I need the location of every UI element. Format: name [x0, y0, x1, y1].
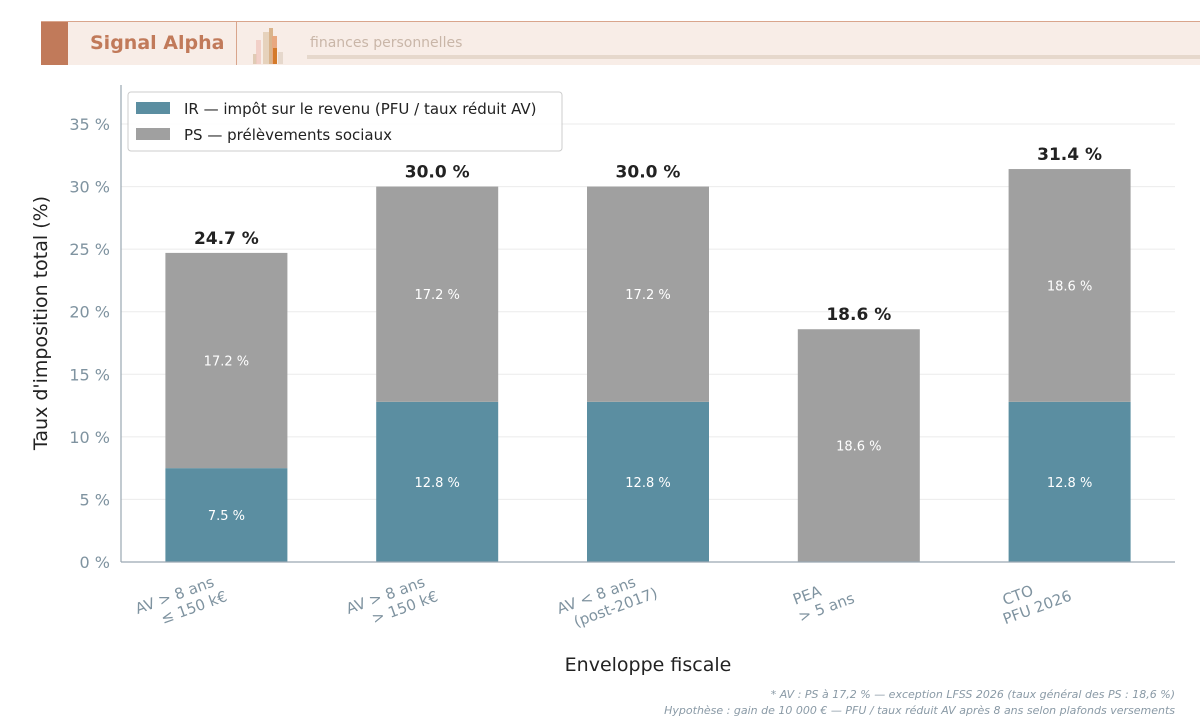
legend-swatch-ir: [136, 102, 170, 114]
bar-value-label: 17.2 %: [414, 288, 459, 303]
bar-value-label: 17.2 %: [625, 288, 670, 303]
bar-value-label: 12.8 %: [414, 476, 459, 491]
x-tick-label: CTOPFU 2026: [994, 570, 1074, 628]
bar-segment-ps: [376, 186, 499, 402]
y-tick-label: 5 %: [80, 490, 110, 509]
y-tick-label: 30 %: [69, 178, 110, 197]
bar-segment-ps: [797, 329, 920, 562]
legend-swatch-ps: [136, 128, 170, 140]
bar-total-label: 30.0 %: [616, 163, 681, 183]
legend-label-ir: IR — impôt sur le revenu (PFU / taux réd…: [184, 100, 537, 118]
y-tick-label: 25 %: [69, 240, 110, 259]
bar-total-label: 24.7 %: [194, 229, 259, 249]
y-tick-label: 35 %: [69, 115, 110, 134]
bar-value-label: 17.2 %: [204, 355, 249, 370]
x-tick-label: AV > 8 ans> 150 k€: [344, 570, 441, 635]
footnote-2: Hypothèse : gain de 10 000 € — PFU / tau…: [664, 704, 1175, 717]
legend: IR — impôt sur le revenu (PFU / taux réd…: [127, 91, 563, 152]
bar-value-label: 7.5 %: [208, 509, 245, 524]
header-banner: Signal Alpha finances personnelles: [41, 21, 1200, 65]
bar-segment-ir: [1008, 401, 1131, 562]
legend-label-ps: PS — prélèvements sociaux: [184, 126, 392, 144]
footnote-1: * AV : PS à 17,2 % — exception LFSS 2026…: [771, 688, 1175, 701]
bar-value-label: 12.8 %: [625, 476, 670, 491]
x-tick-label: AV < 8 ans(post-2017): [554, 567, 659, 635]
bar-value-label: 12.8 %: [1047, 476, 1092, 491]
bar-chart-logo-icon: [253, 28, 283, 64]
x-tick-label: PEA> 5 ans: [790, 572, 857, 626]
y-tick-label: 10 %: [69, 428, 110, 447]
bar-total-label: 31.4 %: [1037, 145, 1102, 165]
brand-color-block: [41, 22, 68, 65]
y-axis-title: Taux d'imposition total (%): [30, 196, 52, 451]
bar-total-label: 30.0 %: [405, 163, 470, 183]
bar-segment-ir: [165, 468, 288, 562]
header-rule: [307, 55, 1200, 59]
bar-total-label: 18.6 %: [826, 305, 891, 325]
x-tick-label: AV > 8 ans≤ 150 k€: [133, 570, 230, 635]
bar-segment-ps: [165, 252, 288, 469]
bar-segment-ps: [587, 186, 709, 402]
x-axis-title: Enveloppe fiscale: [565, 654, 732, 676]
bar-segment-ir: [376, 401, 499, 562]
header-divider: [236, 22, 237, 65]
bar-value-label: 18.6 %: [836, 440, 881, 455]
y-tick-label: 20 %: [69, 303, 110, 322]
bar-segment-ir: [587, 401, 709, 562]
y-tick-label: 0 %: [80, 553, 110, 572]
header-subtitle: finances personnelles: [310, 35, 463, 51]
bar-value-label: 18.6 %: [1047, 279, 1092, 294]
brand-name: Signal Alpha: [90, 32, 225, 54]
bar-segment-ps: [1008, 169, 1131, 402]
y-tick-label: 15 %: [69, 365, 110, 384]
